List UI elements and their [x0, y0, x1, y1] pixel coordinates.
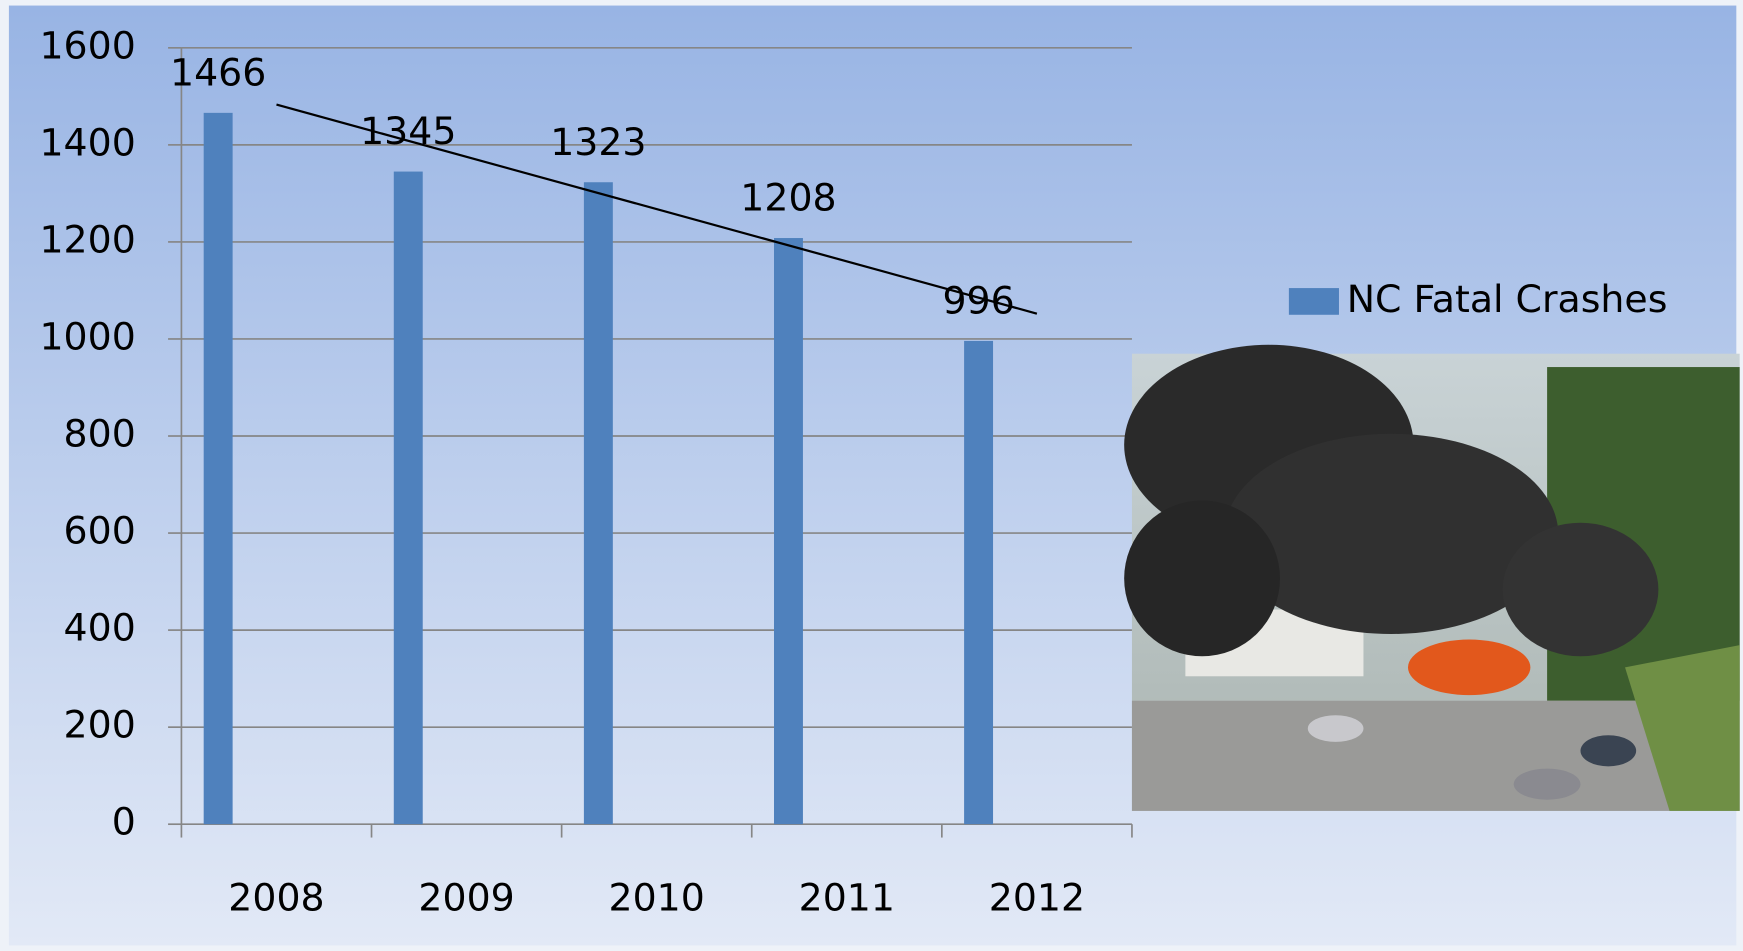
- data-label: 1466: [170, 51, 266, 95]
- y-tick-label: 1400: [39, 120, 135, 164]
- bar: [583, 182, 613, 825]
- x-tick-label: 2010: [609, 875, 705, 919]
- x-tick-label: 2012: [989, 875, 1085, 919]
- data-label: 1208: [740, 176, 836, 220]
- y-tick-label: 1000: [39, 314, 135, 358]
- y-tick-label: 800: [64, 412, 136, 456]
- legend-swatch: [1288, 288, 1339, 315]
- y-tick-label: 200: [64, 703, 136, 747]
- legend-label: NC Fatal Crashes: [1347, 277, 1668, 321]
- y-tick-label: 0: [112, 800, 136, 844]
- bar: [773, 238, 803, 825]
- y-tick-label: 600: [64, 509, 136, 553]
- crash-photo: [1124, 344, 1740, 811]
- y-tick-label: 400: [64, 606, 136, 650]
- bar: [203, 112, 233, 825]
- trendline: [276, 103, 1038, 315]
- x-tick-label: 2008: [228, 875, 324, 919]
- x-tick-label: 2009: [418, 875, 514, 919]
- bar: [964, 340, 994, 825]
- bar: [393, 171, 423, 825]
- y-tick-label: 1200: [39, 217, 135, 261]
- y-tick-label: 1600: [39, 23, 135, 67]
- x-tick-label: 2011: [799, 875, 895, 919]
- data-label: 996: [942, 279, 1014, 323]
- data-label: 1323: [550, 120, 646, 164]
